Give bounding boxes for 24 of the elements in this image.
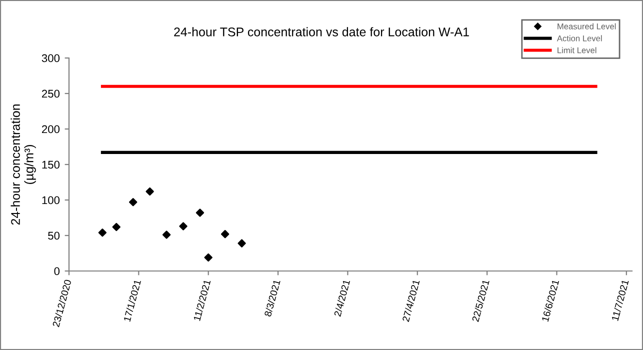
legend-label: Action Level [556,35,602,42]
y-tick-label: 200 [42,125,60,134]
x-tick-label: 8/3/2021 [264,279,280,317]
point [220,230,230,238]
x-tick-label: 2/4/2021 [334,279,350,317]
y-tick-label: 100 [42,196,60,204]
y-tick-label: 300 [42,54,60,62]
legend-label: Measured Level [558,23,616,30]
point [196,208,204,217]
point [179,222,188,230]
y-tick-label: 150 [42,160,60,169]
point [162,230,171,239]
point [146,187,154,196]
point [204,253,212,262]
point [112,222,120,232]
y-axis-title: 24-hour concentration (µg/m³) [10,104,36,225]
chart-title: 24-hour TSP concentration vs date for Location W-A1 [174,27,469,36]
y-tick-label: 0 [54,267,60,276]
y-tick-label: 50 [48,232,60,240]
point [98,228,107,237]
legend-label: Limit Level [558,47,596,54]
y-tick-label: 250 [42,90,60,98]
point [129,198,138,206]
point [238,239,246,248]
